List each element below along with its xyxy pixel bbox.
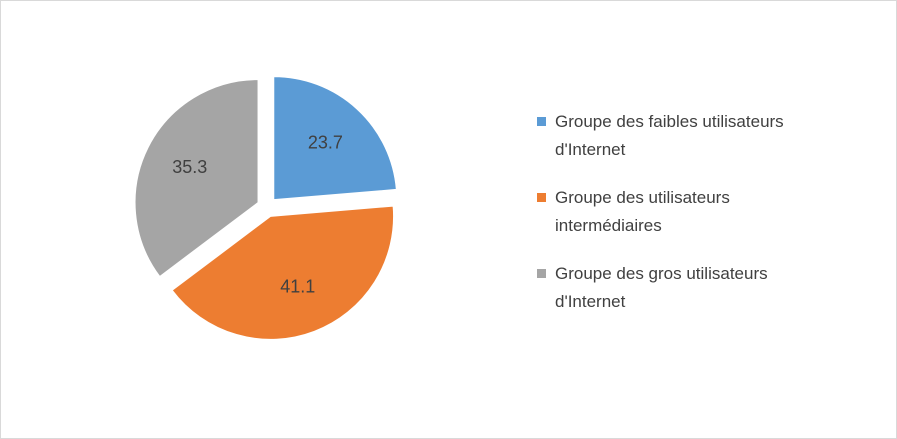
- data-label: 23.7: [308, 132, 343, 152]
- pie-slice: [134, 79, 259, 278]
- legend-label: Groupe des faibles utilisateurs d'Intern…: [555, 112, 784, 159]
- legend-item: Groupe des gros utilisateurs d'Internet: [537, 260, 827, 316]
- data-label: 41.1: [280, 276, 315, 296]
- legend-swatch: [537, 117, 546, 126]
- legend-swatch: [537, 269, 546, 278]
- legend-swatch: [537, 193, 546, 202]
- pie-slice: [171, 205, 395, 340]
- pie-slice: [273, 76, 397, 201]
- data-label: 35.3: [172, 157, 207, 177]
- legend-label: Groupe des gros utilisateurs d'Internet: [555, 264, 768, 311]
- legend: Groupe des faibles utilisateurs d'Intern…: [537, 108, 827, 336]
- legend-item: Groupe des utilisateurs intermédiaires: [537, 184, 827, 240]
- legend-label: Groupe des utilisateurs intermédiaires: [555, 188, 730, 235]
- legend-item: Groupe des faibles utilisateurs d'Intern…: [537, 108, 827, 164]
